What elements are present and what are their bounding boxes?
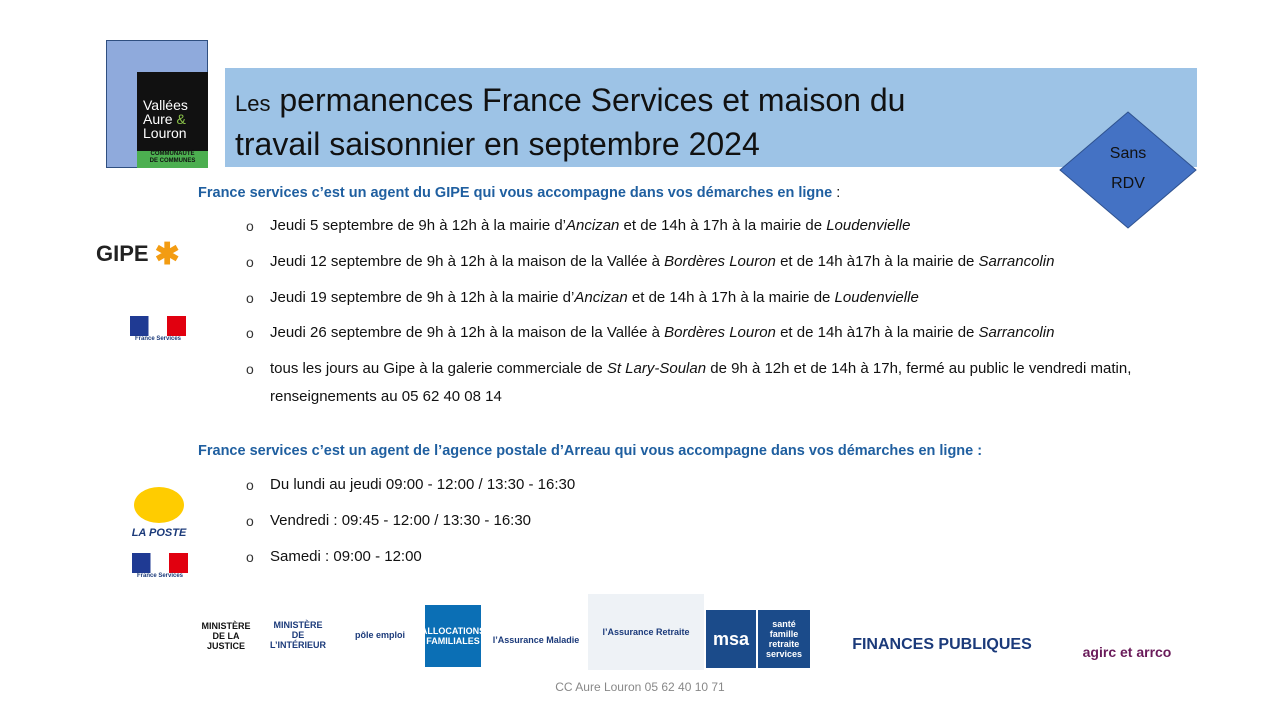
logo-sub: COMMUNAUTÉ <box>150 151 195 157</box>
bullet: o <box>246 549 254 565</box>
item-text: Jeudi 12 septembre de 9h à 12h à la mais… <box>270 253 665 270</box>
france-services-logo: France Services <box>128 311 188 347</box>
bullet: o <box>246 325 254 341</box>
logo-text: GIPE <box>96 241 149 266</box>
poste-circle <box>134 487 184 523</box>
bullet: o <box>246 477 254 493</box>
partner-logo: ALLOCATIONS FAMILIALES <box>421 605 485 667</box>
flag <box>130 316 186 336</box>
list-item: tous les jours au Gipe à la galerie comm… <box>270 355 1230 411</box>
list-item: Jeudi 12 septembre de 9h à 12h à la mais… <box>270 248 1250 276</box>
item-text: tous les jours au Gipe à la galerie comm… <box>270 360 607 377</box>
heading-text: France services c’est un agent du GIPE q… <box>198 185 833 201</box>
logo-line: & <box>176 111 186 127</box>
logo-line: Aure <box>143 111 173 127</box>
footer: CC Aure Louron 05 62 40 10 71 <box>555 680 725 694</box>
item-text: Samedi : 09:00 - 12:00 <box>270 548 422 565</box>
partner-logo: MINISTÈRE DE LA JUSTICE <box>195 605 257 667</box>
place-name: Loudenvielle <box>834 289 919 306</box>
partner-logo: FINANCES PUBLIQUES <box>826 622 1058 668</box>
title: Les permanences France Services et maiso… <box>235 80 905 164</box>
place-name: Bordères Louron <box>664 324 776 341</box>
logo-band: COMMUNAUTÉ DE COMMUNES <box>137 151 208 168</box>
logo-text: Vallées Aure & Louron <box>137 72 208 151</box>
list-item: Jeudi 5 septembre de 9h à 12h à la mairi… <box>270 212 1250 240</box>
partner-logo: msa <box>706 610 756 668</box>
item-text: Du lundi au jeudi 09:00 - 12:00 / 13:30 … <box>270 476 576 493</box>
list-item: Jeudi 26 septembre de 9h à 12h à la mais… <box>270 319 1250 347</box>
badge-text: RDV <box>1111 175 1145 192</box>
france-services-logo: France Services <box>130 548 190 584</box>
section-heading: France services c’est un agent de l’agen… <box>198 443 983 459</box>
item-text: et de 14h à17h à la mairie de <box>775 324 979 341</box>
bullet: o <box>246 513 254 529</box>
partner-logo: MINISTÈRE DE L’INTÉRIEUR <box>270 600 326 670</box>
place-name: St Lary-Soulan <box>606 360 707 377</box>
item-text: et de 14h à 17h à la mairie de <box>627 289 835 306</box>
place-name: Ancizan <box>574 289 628 306</box>
list-item: Jeudi 19 septembre de 9h à 12h à la mair… <box>270 284 1250 312</box>
logo-line: Vallées <box>143 97 188 113</box>
item-text: Jeudi 5 septembre de 9h à 12h à la mairi… <box>270 217 567 234</box>
list-item: Du lundi au jeudi 09:00 - 12:00 / 13:30 … <box>270 471 1250 499</box>
partner-logo: santé famille retraite services <box>758 610 810 668</box>
list-item: Samedi : 09:00 - 12:00 <box>270 543 1250 571</box>
title-band: Les permanences France Services et maiso… <box>225 68 1197 167</box>
poste-logo: LA POSTE <box>120 480 198 546</box>
partner-logo: agirc et arrco <box>1066 638 1188 666</box>
heading-colon: : <box>832 185 841 201</box>
title-line: travail saisonnier en septembre 2024 <box>235 126 760 162</box>
badge-diamond <box>1059 111 1197 229</box>
bullet: o <box>246 254 254 270</box>
item-text: et de 14h à 17h à la mairie de <box>619 217 827 234</box>
list-item: Vendredi : 09:45 - 12:00 / 13:30 - 16:30 <box>270 507 1250 535</box>
flag <box>132 553 188 573</box>
gipe-figures: ✱ <box>154 237 180 271</box>
place-name: Sarrancolin <box>978 324 1055 341</box>
item-text: Jeudi 19 septembre de 9h à 12h à la mair… <box>270 289 575 306</box>
logo-sub: DE COMMUNES <box>149 158 196 164</box>
bullet: o <box>246 361 254 377</box>
item-text: de 9h à 12h et de 14h à 17h, fermé au pu… <box>270 360 1132 405</box>
place-name: Ancizan <box>566 217 620 234</box>
partner-logo: l’Assurance Maladie <box>492 612 580 668</box>
bullet: o <box>246 218 254 234</box>
place-name: Sarrancolin <box>978 253 1055 270</box>
bullet: o <box>246 290 254 306</box>
partner-logo: pôle emploi <box>346 605 414 665</box>
place-name: Loudenvielle <box>826 217 911 234</box>
logo-frame: Vallées Aure & Louron COMMUNAUTÉ DE COMMU… <box>106 40 208 168</box>
item-text: Vendredi : 09:45 - 12:00 / 13:30 - 16:30 <box>270 512 532 529</box>
logo-text: France Services <box>134 336 182 342</box>
logo-text: France Services <box>136 573 184 579</box>
badge: Sans RDV <box>1059 111 1197 229</box>
gipe-logo: GIPE ✱ <box>90 218 220 290</box>
item-text: Jeudi 26 septembre de 9h à 12h à la mais… <box>270 324 665 341</box>
partner-logo: l’Assurance Retraite <box>588 594 704 670</box>
title-prefix: Les <box>235 91 271 116</box>
title-line: permanences France Services et maison du <box>279 82 906 118</box>
logo-line: Louron <box>143 125 187 141</box>
place-name: Bordères Louron <box>664 253 776 270</box>
item-text: et de 14h à17h à la mairie de <box>775 253 979 270</box>
section-heading: France services c’est un agent du GIPE q… <box>198 185 840 201</box>
logo-text: LA POSTE <box>131 527 187 539</box>
badge-text: Sans <box>1110 145 1146 162</box>
